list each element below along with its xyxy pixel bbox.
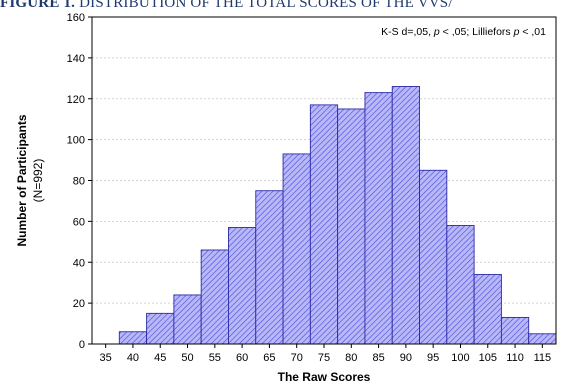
histogram-bar [228, 227, 257, 345]
x-tick-label: 95 [427, 352, 439, 364]
ks-test-annotation: K-S d=,05, p < ,05; Lilliefors p < ,01 [381, 26, 546, 38]
x-axis-title: The Raw Scores [278, 370, 371, 384]
x-tick-label: 115 [534, 352, 552, 364]
y-axis-subtitle: (N=992) [31, 159, 45, 203]
histogram-bar [528, 333, 557, 345]
histogram-bar [309, 104, 339, 345]
histogram-bar [173, 294, 202, 345]
y-tick-label: 160 [67, 12, 85, 24]
histogram-bar [282, 153, 311, 345]
x-tick-label: 75 [318, 352, 330, 364]
x-tick-label: 40 [127, 352, 139, 364]
x-tick-label: 90 [400, 352, 412, 364]
x-axis-ticks: 35 40 45 50 55 60 65 70 75 80 85 90 95 100 105 110 115 [100, 344, 552, 364]
y-tick-label: 40 [73, 257, 85, 269]
y-tick-label: 60 [73, 216, 85, 228]
x-tick-label: 70 [291, 352, 303, 364]
y-axis-title: Number of Participants [15, 114, 29, 246]
histogram-bar [337, 108, 366, 345]
y-tick-label: 140 [67, 53, 85, 65]
histogram-bars [118, 86, 557, 345]
y-axis-ticks: 0 20 40 60 80 100 120 140 160 [67, 12, 92, 351]
histogram-bar [364, 92, 393, 345]
figure-caption-lead: FIGURE 1. [0, 0, 76, 11]
y-tick-label: 20 [73, 298, 85, 310]
x-tick-label: 50 [181, 352, 193, 364]
y-tick-label: 100 [67, 135, 85, 147]
x-tick-label: 60 [236, 352, 248, 364]
histogram-bar [118, 331, 148, 345]
histogram-bar [419, 169, 448, 345]
figure-caption-text: DISTRIBUTION OF THE TOTAL SCORES OF THE … [75, 0, 453, 11]
histogram-bar [391, 86, 420, 345]
histogram-bar [146, 312, 175, 345]
x-tick-label: 105 [479, 352, 497, 364]
histogram-bar [473, 274, 502, 345]
x-tick-label: 65 [263, 352, 275, 364]
histogram-bar [255, 190, 284, 345]
histogram-bar [200, 249, 229, 345]
y-tick-label: 0 [79, 339, 85, 351]
histogram-bar [500, 316, 530, 345]
x-tick-label: 35 [100, 352, 112, 364]
y-tick-label: 80 [73, 176, 85, 188]
figure-caption: FIGURE 1. DISTRIBUTION OF THE TOTAL SCOR… [0, 0, 569, 15]
x-tick-label: 80 [345, 352, 357, 364]
histogram-bar [446, 225, 475, 345]
x-tick-label: 100 [451, 352, 469, 364]
x-tick-label: 110 [506, 352, 524, 364]
x-tick-label: 45 [154, 352, 166, 364]
y-tick-label: 120 [67, 94, 85, 106]
x-tick-label: 55 [209, 352, 221, 364]
x-tick-label: 85 [372, 352, 384, 364]
